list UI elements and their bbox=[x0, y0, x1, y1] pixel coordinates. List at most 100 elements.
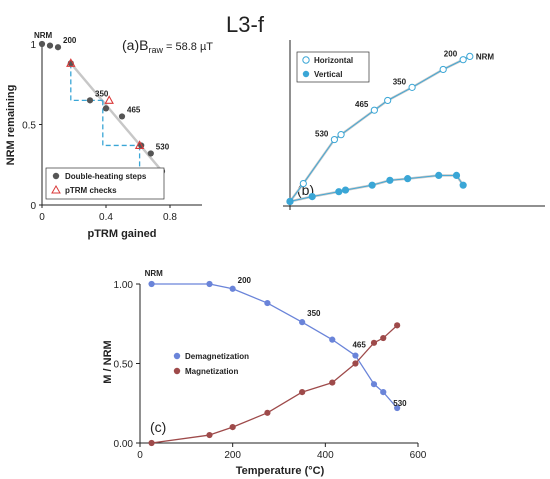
panel-c-step-label: NRM bbox=[145, 269, 164, 278]
panel-b-series-line bbox=[289, 56, 471, 202]
panel-a-annotation: (a)Braw = 58.8 µT bbox=[122, 37, 213, 55]
panel-c-demagnetization-line bbox=[151, 283, 398, 409]
panel-a-step-label: NRM bbox=[34, 31, 53, 40]
panel-a-ptrm-check-point bbox=[104, 95, 114, 104]
panel-b-horizontal-point bbox=[439, 65, 447, 74]
panel-b-legend-label-1: Vertical bbox=[314, 70, 342, 79]
panel-c-ytick-label: 1.00 bbox=[114, 280, 134, 291]
panel-a-step-point bbox=[54, 44, 62, 51]
panel-a-step-label: 350 bbox=[95, 89, 109, 98]
panel-b-vertical-point bbox=[386, 176, 394, 184]
panel-a-ptrm-check-point bbox=[66, 58, 76, 67]
panel-a-ytick-label: 0 bbox=[30, 201, 36, 212]
panel-c-magnetization-line bbox=[151, 324, 398, 444]
panel-b-vertical-point bbox=[452, 171, 461, 179]
panel-c-step-label: 465 bbox=[352, 341, 366, 350]
panel-c-magnetization-point bbox=[370, 339, 378, 346]
panel-a-step-point bbox=[38, 40, 46, 48]
panel-c-xtick-label: 400 bbox=[317, 450, 334, 461]
panel-c-step-label: 350 bbox=[307, 309, 321, 318]
panel-c-legend-label-1: Magnetization bbox=[185, 367, 238, 376]
panel-a-legend-box bbox=[45, 167, 165, 200]
panel-b-horizontal-point bbox=[337, 131, 345, 139]
panel-b-vertical-point bbox=[341, 186, 350, 194]
panel-a-xtick-label: 0.8 bbox=[163, 212, 177, 223]
panel-b-step-label: 350 bbox=[393, 77, 407, 86]
panel-c-magnetization-point bbox=[206, 431, 213, 439]
panel-a-annotation-sub: raw bbox=[148, 45, 163, 55]
panel-a-ptrm-check-point bbox=[134, 140, 145, 149]
panel-b-fit-line bbox=[289, 174, 465, 203]
panel-c-label: (c) bbox=[150, 419, 166, 435]
panel-c-demagnetization-point bbox=[299, 319, 306, 326]
panel-a-xtick-label: 0 bbox=[39, 212, 45, 223]
panel-b-vertical-point bbox=[368, 181, 376, 189]
panel-b-vertical-point bbox=[286, 197, 294, 206]
panel-c-ylabel: M / NRM bbox=[102, 340, 114, 383]
panel-b-legend-label-0: Horizontal bbox=[314, 56, 353, 65]
panel-a-step-point bbox=[86, 97, 94, 104]
panel-b-vertical-point bbox=[404, 175, 412, 183]
panel-c-step-label: 530 bbox=[393, 399, 407, 408]
panel-a-xtick-label: 0.4 bbox=[99, 212, 113, 223]
panel-a-step-point bbox=[147, 150, 154, 157]
figure-title: L3-f bbox=[226, 12, 265, 37]
panel-c-legend: Demagnetization Magnetization bbox=[173, 352, 249, 376]
panel-c-legend-label-0: Demagnetization bbox=[185, 352, 249, 361]
panel-b-horizontal-point bbox=[299, 179, 307, 188]
panel-a-step-labels: NRM 200 350 465 530 bbox=[34, 31, 170, 151]
panel-c-magnetization-point bbox=[264, 409, 271, 416]
panel-b-horizontal-point bbox=[408, 83, 416, 91]
panel-c-magnetization-point bbox=[380, 334, 387, 342]
panel-c-step-label: 200 bbox=[238, 276, 252, 285]
panel-a-step-label: 530 bbox=[156, 142, 170, 151]
panel-a-legend-marker-0 bbox=[52, 172, 60, 180]
panel-c-demagnetization-point bbox=[229, 285, 236, 292]
panel-a-fit-line bbox=[69, 62, 163, 172]
panel-b-horizontal-point bbox=[330, 135, 338, 144]
panel-c-xtick-label: 0 bbox=[137, 450, 143, 461]
panel-a-legend-label-0: Double-heating steps bbox=[65, 172, 147, 181]
panel-a-ytick-label: 0.5 bbox=[22, 121, 36, 132]
panel-b-step-label: NRM bbox=[476, 52, 495, 61]
panel-c-ytick-label: 0.50 bbox=[114, 360, 134, 371]
panel-b-legend-marker-1 bbox=[302, 70, 310, 78]
panel-a-ylabel: NRM remaining bbox=[5, 85, 17, 166]
panel-b-marks bbox=[286, 52, 474, 206]
panel-b-legend-marker-0 bbox=[302, 56, 310, 64]
panel-c-magnetization-point bbox=[299, 389, 306, 396]
panel-c-demagnetization-point bbox=[264, 299, 271, 307]
panel-b-step-label: 465 bbox=[355, 100, 369, 109]
panel-b-step-labels: NRM 200 350 465 530 bbox=[315, 50, 494, 139]
panel-c-demagnetization-point bbox=[329, 336, 336, 343]
panel-c-magnetization-point bbox=[329, 379, 336, 386]
panel-b-horizontal-point bbox=[459, 56, 467, 64]
panel-a-annotation-value: = 58.8 µT bbox=[163, 41, 213, 53]
panel-a-step-point bbox=[118, 113, 126, 120]
panel-c-marks bbox=[148, 280, 401, 447]
panel-b-step-label: 530 bbox=[315, 130, 329, 139]
panel-a-step-label: 465 bbox=[127, 105, 141, 114]
panel-a-step-point bbox=[102, 105, 110, 112]
panel-b-horizontal-point bbox=[466, 52, 474, 61]
panel-a-annotation-prefix: (a)B bbox=[122, 37, 148, 53]
panel-a-ticks: 0 0.4 0.8 0 0.5 1 bbox=[22, 40, 177, 223]
panel-c-magnetization-point bbox=[394, 322, 401, 329]
panel-b-horizontal-point bbox=[384, 96, 392, 105]
panel-c-demagnetization-point bbox=[352, 352, 359, 359]
panel-c-ytick-label: 0.00 bbox=[114, 439, 134, 450]
panel-a-step-label: 200 bbox=[63, 36, 77, 45]
panel-a-legend-marker-1 bbox=[51, 184, 61, 194]
panel-a-legend-label-1: pTRM checks bbox=[65, 186, 117, 195]
panel-c-legend-marker-1 bbox=[173, 367, 181, 375]
panel-a: pTRM gained NRM remaining (a)Braw = 58.8… bbox=[5, 31, 213, 240]
panel-c-xtick-label: 200 bbox=[224, 450, 241, 461]
panel-c-magnetization-point bbox=[148, 439, 155, 447]
panel-c-magnetization-point bbox=[352, 360, 359, 367]
panel-a-step-point bbox=[46, 42, 54, 49]
panel-a-legend: Double-heating steps pTRM checks bbox=[45, 167, 165, 200]
panel-b-vertical-point bbox=[308, 192, 316, 201]
panel-b-lines bbox=[289, 55, 471, 203]
panel-a-ytick-label: 1 bbox=[30, 40, 36, 51]
